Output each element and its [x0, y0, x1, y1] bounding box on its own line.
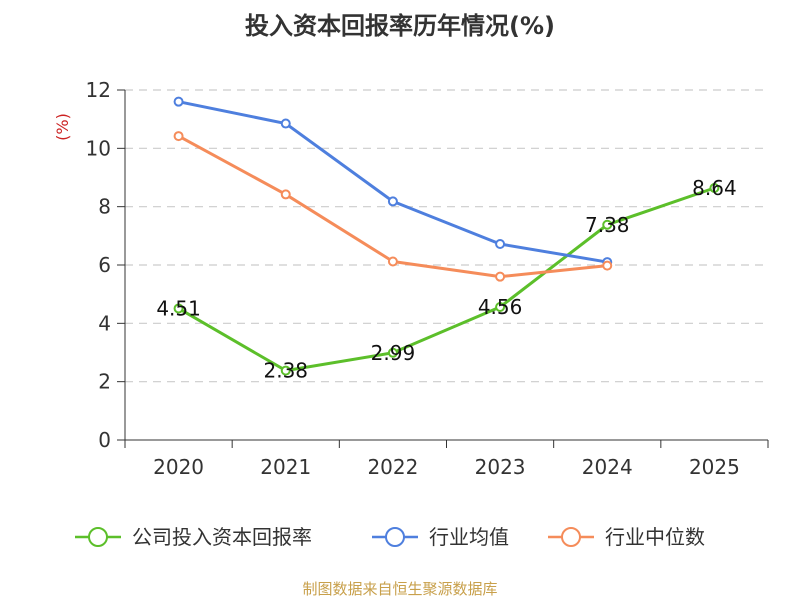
y-axis-label: (%) [53, 113, 72, 141]
legend-marker-icon [88, 527, 108, 547]
data-label: 4.51 [156, 296, 201, 320]
data-point [387, 347, 398, 358]
data-point [387, 256, 398, 267]
legend[interactable]: 公司投入资本回报率 行业均值 行业中位数 [75, 525, 705, 549]
legend-item[interactable]: 公司投入资本回报率 [75, 525, 312, 549]
legend-item[interactable]: 行业中位数 [548, 525, 705, 549]
gridlines [125, 89, 768, 383]
data-labels: 4.51 2.38 2.99 4.56 7.38 8.64 [156, 176, 736, 383]
x-tick-label: 2022 [367, 455, 418, 479]
y-tick-label: 8 [98, 195, 111, 219]
data-label: 2.99 [371, 341, 416, 365]
data-label: 7.38 [585, 213, 630, 237]
series-line-0 [177, 186, 715, 373]
axes: 0 2 4 6 8 10 12 2020 2021 2022 2023 2024 2025 (%) [53, 78, 769, 479]
data-point [602, 260, 613, 271]
y-tick-label: 6 [98, 253, 111, 277]
data-point [709, 183, 720, 193]
data-point [495, 239, 506, 249]
y-tick-label: 12 [86, 78, 111, 102]
data-point [173, 131, 184, 142]
data-point [280, 118, 291, 129]
data-point [280, 365, 291, 376]
legend-marker-icon [561, 527, 581, 547]
data-label: 8.64 [692, 176, 737, 200]
data-point [495, 302, 506, 312]
legend-marker-icon [385, 527, 405, 547]
data-label: 2.38 [263, 359, 308, 383]
series-lines [173, 96, 720, 376]
data-point [387, 196, 398, 207]
series-line-1 [178, 100, 608, 264]
legend-label: 公司投入资本回报率 [132, 525, 312, 549]
legend-item[interactable]: 行业均值 [372, 525, 509, 549]
data-point [495, 271, 506, 282]
y-tick-label: 10 [86, 136, 111, 160]
data-point [173, 96, 184, 107]
data-point [602, 219, 613, 230]
x-tick-label: 2021 [260, 455, 311, 479]
data-point [280, 189, 291, 200]
legend-label: 行业均值 [429, 525, 509, 549]
y-tick-label: 0 [98, 428, 111, 452]
source-note: 制图数据来自恒生聚源数据库 [302, 580, 498, 598]
x-tick-label: 2025 [689, 455, 740, 479]
legend-label: 行业中位数 [605, 525, 705, 549]
y-tick-label: 4 [98, 311, 111, 335]
x-tick-label: 2020 [153, 455, 204, 479]
data-point [173, 303, 184, 314]
data-label: 4.56 [478, 295, 523, 319]
x-tick-label: 2023 [475, 455, 526, 479]
y-tick-label: 2 [98, 370, 111, 394]
x-tick-label: 2024 [582, 455, 633, 479]
chart-title: 投入资本回报率历年情况(%) [245, 12, 555, 40]
